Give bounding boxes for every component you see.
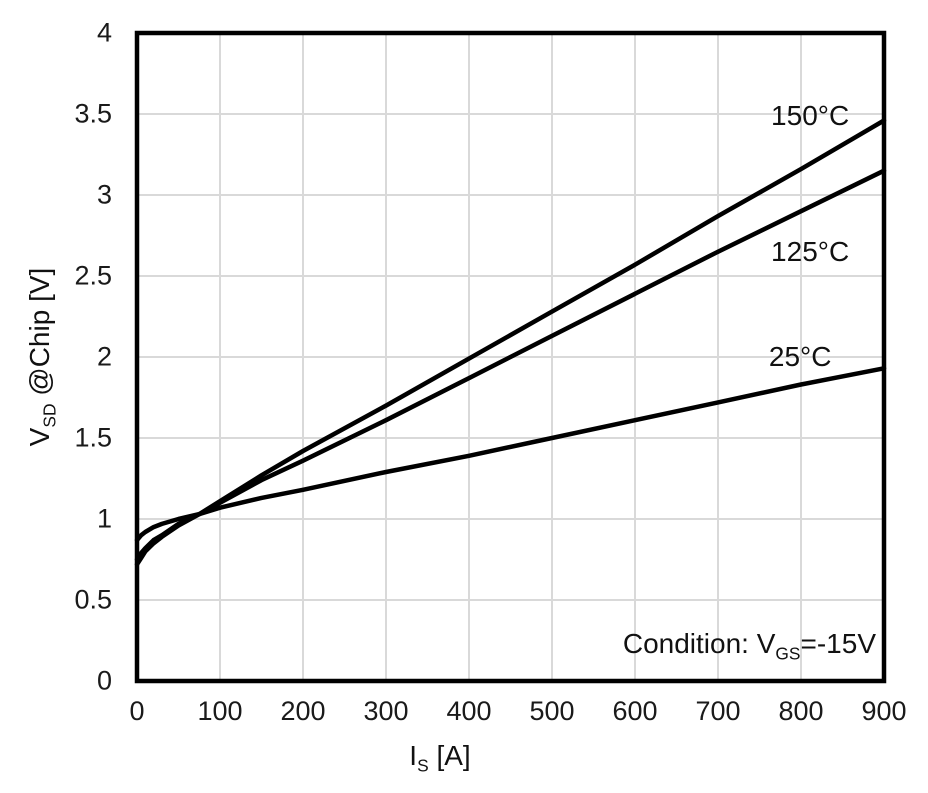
x-tick-label: 100 — [197, 696, 243, 726]
x-axis-label: IS [A] — [409, 740, 471, 774]
x-axis-label-units: [A] — [428, 740, 471, 771]
x-tick-label: 500 — [529, 696, 575, 726]
x-tick-label: 400 — [446, 696, 492, 726]
x-tick-label: 200 — [280, 696, 326, 726]
y-axis-label-subscript: SD — [39, 403, 60, 428]
condition-annotation: Condition: VGS=-15V — [622, 628, 877, 662]
condition-value: =-15V — [800, 628, 877, 659]
x-axis-label-subscript: S — [417, 755, 429, 776]
y-tick-label: 2.5 — [74, 260, 112, 291]
y-tick-label: 0.5 — [74, 584, 112, 615]
x-tick-label: 900 — [861, 696, 907, 726]
y-tick-label: 3 — [96, 179, 112, 210]
x-tick-label: 600 — [612, 696, 658, 726]
y-tick-label: 2 — [96, 341, 112, 372]
y-tick-label: 0 — [96, 665, 112, 696]
y-axis-label: VSD @Chip [V] — [24, 267, 60, 447]
condition-subscript: GS — [775, 643, 801, 664]
y-axis-label-units: @Chip [V] — [24, 267, 55, 404]
x-tick-label: 700 — [695, 696, 741, 726]
x-tick-label: 800 — [778, 696, 824, 726]
plot-border — [134, 30, 887, 684]
x-axis-label-symbol: I — [409, 740, 418, 771]
curve-125c — [134, 168, 887, 562]
curve-label-150c: 150°C — [771, 99, 850, 131]
curve-label-125c: 125°C — [771, 235, 850, 267]
curve-25c — [134, 366, 887, 543]
y-tick-label: 1.5 — [74, 422, 112, 453]
y-tick-label: 3.5 — [74, 98, 112, 129]
curve-label-25c: 25°C — [768, 341, 832, 372]
y-tick-label: 1 — [96, 503, 112, 534]
x-tick-label: 0 — [129, 696, 145, 726]
condition-text: Condition: V — [622, 628, 776, 659]
y-tick-label: 4 — [96, 17, 112, 48]
x-tick-label: 300 — [363, 696, 409, 726]
y-axis-label-symbol: V — [24, 427, 55, 447]
curve-150c — [134, 118, 887, 567]
